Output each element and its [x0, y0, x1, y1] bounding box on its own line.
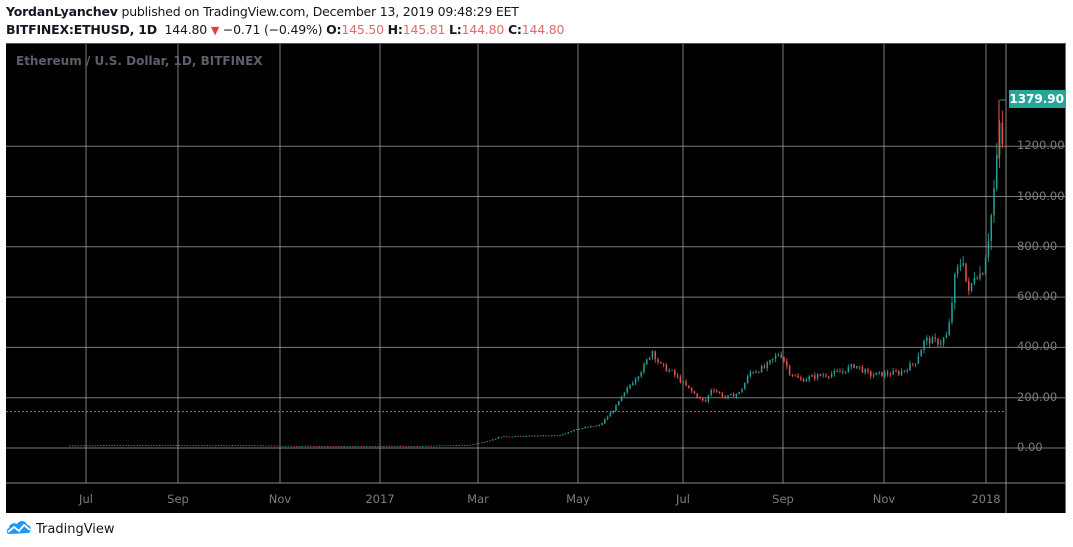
price-change: −0.71 (−0.49%): [222, 22, 323, 37]
low-label: L:: [449, 22, 462, 37]
price-chart[interactable]: Ethereum / U.S. Dollar, 1D, BITFINEX 137…: [6, 43, 1066, 513]
x-axis-label: 2018: [971, 492, 1001, 506]
chart-canvas[interactable]: [6, 44, 1066, 513]
y-axis-label: 400.00: [1017, 339, 1058, 354]
x-axis-label: Nov: [268, 492, 292, 506]
open-label: O:: [326, 22, 342, 37]
x-axis-label: May: [566, 492, 590, 506]
publish-info: YordanLyanchev published on TradingView.…: [6, 4, 519, 19]
y-axis-label: 1200.00: [1017, 138, 1065, 153]
author-name[interactable]: YordanLyanchev: [6, 4, 118, 19]
tradingview-cloud-icon: [6, 519, 32, 539]
x-axis-label: Sep: [772, 492, 794, 506]
high-value: 145.81: [402, 22, 446, 37]
published-text: published on TradingView.com, December 1…: [121, 4, 519, 19]
triangle-down-icon: ▼: [210, 24, 220, 37]
y-axis-label: 0.00: [1017, 440, 1043, 454]
x-axis-label: 2017: [365, 492, 395, 506]
brand-name: TradingView: [36, 521, 115, 537]
symbol: BITFINEX:ETHUSD, 1D: [6, 22, 157, 37]
last-price: 144.80: [164, 22, 208, 37]
y-axis-label: 600.00: [1017, 289, 1058, 304]
x-axis-label: Mar: [467, 492, 489, 506]
footer-brand[interactable]: TradingView: [6, 519, 115, 539]
x-axis-label: Sep: [167, 492, 189, 506]
symbol-info: BITFINEX:ETHUSD, 1D 144.80 ▼ −0.71 (−0.4…: [6, 22, 564, 37]
close-label: C:: [507, 22, 522, 37]
y-axis-label: 1000.00: [1017, 188, 1065, 203]
x-axis-label: Jul: [79, 492, 93, 506]
current-price-badge: 1379.90: [1009, 90, 1066, 108]
y-axis-label: 200.00: [1017, 389, 1058, 404]
x-axis-label: Jul: [676, 492, 690, 506]
low-value: 144.80: [461, 22, 505, 37]
close-value: 144.80: [521, 22, 565, 37]
open-value: 145.50: [341, 22, 384, 37]
x-axis-label: Nov: [872, 492, 896, 506]
y-axis-label: 800.00: [1017, 238, 1058, 253]
high-label: H:: [387, 22, 403, 37]
chart-legend-title: Ethereum / U.S. Dollar, 1D, BITFINEX: [16, 54, 263, 68]
